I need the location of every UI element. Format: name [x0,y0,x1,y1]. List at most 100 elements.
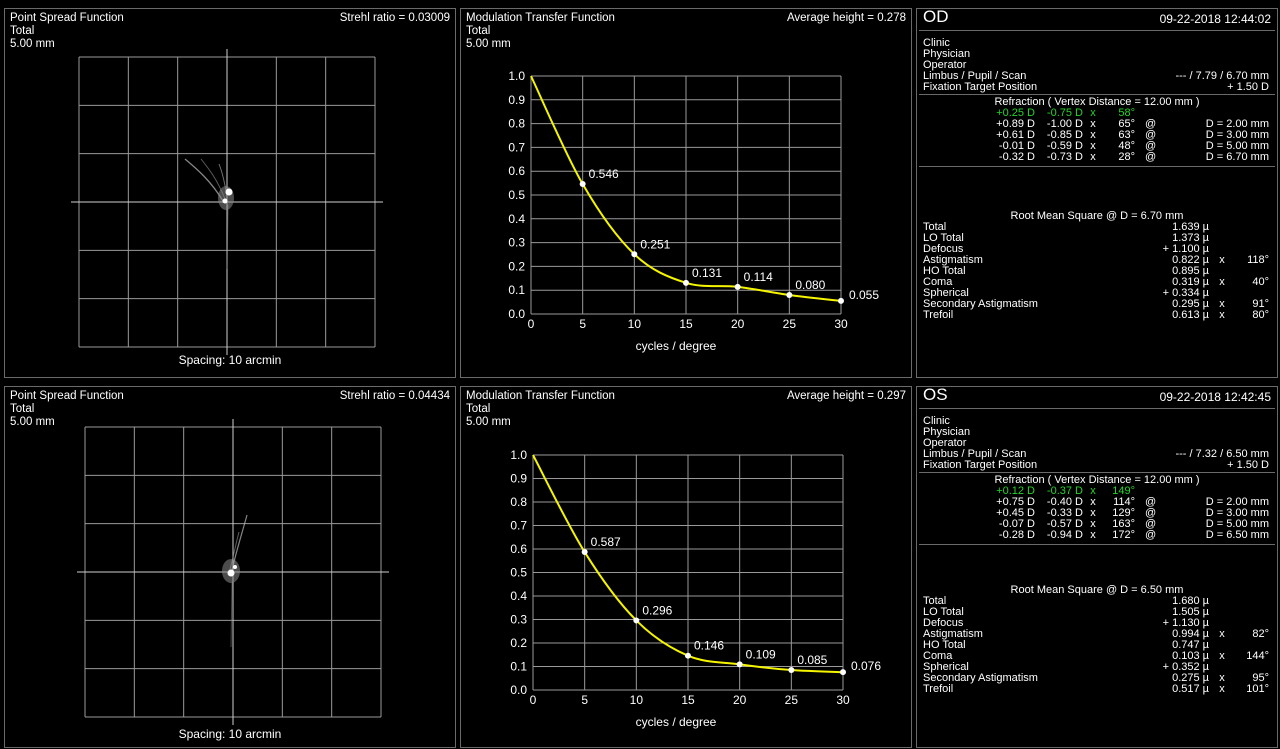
average-height: Average height = 0.278 [786,12,906,24]
eye-label: OS [923,386,948,404]
mtf-y-tick-label: 0.8 [508,117,525,131]
refraction-diameter: D = 3.00 mm [1205,129,1269,141]
refraction-cylinder: -0.73 D [1046,151,1083,163]
rms-x: x [1219,683,1225,695]
refraction-at: @ [1145,129,1157,141]
mtf-y-tick-label: 0.9 [510,472,527,486]
refraction-cylinder: -0.37 D [1046,485,1083,497]
psf-plot [71,49,383,355]
mtf-data-point [840,669,846,676]
mtf-data-label: 0.055 [849,288,879,302]
refraction-axis: 65° [1118,118,1135,130]
refraction-at: @ [1145,529,1157,541]
mtf-data-point [736,661,743,668]
rms-header: Root Mean Square @ D = 6.50 mm [1010,584,1184,596]
refraction-header: Refraction ( Vertex Distance = 12.00 mm … [994,474,1200,486]
refraction-axis: 163° [1112,518,1135,530]
mtf-x-tick-label: 20 [733,693,747,707]
refraction-axis: 149° [1112,485,1135,497]
mtf-data-label: 0.131 [692,266,722,280]
mtf-x-tick-label: 10 [630,693,644,707]
rms-value: 0.295 µ [1172,298,1209,310]
mtf-y-tick-label: 0.1 [508,283,525,297]
rms-value: + 0.352 µ [1162,661,1209,673]
refraction-x: x [1090,518,1096,530]
mtf-y-tick-label: 0.3 [508,236,525,250]
fixation-value: + 1.50 D [1227,81,1269,93]
mtf-data-label: 0.085 [797,653,827,667]
rms-axis: 80° [1252,309,1269,321]
refraction-diameter: D = 6.70 mm [1205,151,1269,163]
mtf-chart: 0 5 10 15 20 25 30 0.0 0.1 0.2 0.3 0.4 0.5 0.6 0.7 0.8 0… [508,69,879,331]
mtf-subtitle-diameter: 5.00 mm [466,416,511,428]
psf-subtitle-diameter: 5.00 mm [10,38,55,50]
mtf-x-axis-label: cycles / degree [635,339,717,353]
refraction-diameter: D = 5.00 mm [1205,518,1269,530]
refraction-axis: 63° [1118,129,1135,141]
mtf-x-tick-label: 15 [679,317,693,331]
refraction-at: @ [1145,496,1157,508]
mtf-x-tick-label: 30 [836,693,850,707]
exam-datetime: 09-22-2018 12:42:45 [1159,390,1271,404]
refraction-x: x [1090,151,1096,163]
mtf-y-tick-label: 0.8 [510,495,527,509]
mtf-data-point [788,667,795,674]
psf-plot [77,419,389,725]
refraction-sphere: +0.12 D [996,485,1035,497]
refraction-cylinder: -1.00 D [1046,118,1083,130]
mtf-y-tick-label: 1.0 [508,69,525,83]
mtf-data-point [734,283,741,290]
refraction-at: @ [1145,118,1157,130]
average-height: Average height = 0.297 [786,390,906,402]
eye-label: OD [923,8,949,26]
clinic-label: Clinic [923,415,950,427]
mtf-y-tick-label: 0.4 [508,212,525,226]
mtf-data-label: 0.146 [694,639,724,653]
mtf-title: Modulation Transfer Function [466,390,615,402]
psf-spacing-label: Spacing: 10 arcmin [178,727,282,741]
mtf-y-tick-label: 0.3 [510,613,527,627]
psf-spot [222,514,248,648]
refraction-axis: 129° [1112,507,1135,519]
rms-value: 0.103 µ [1172,650,1209,662]
mtf-y-tick-label: 0.5 [508,188,525,202]
clinic-label: Clinic [923,37,950,49]
refraction-x: x [1090,507,1096,519]
rms-x: x [1219,254,1225,266]
refraction-sphere: +0.25 D [996,107,1035,119]
mtf-data-label: 0.251 [640,237,670,251]
rms-label: Coma [923,650,953,662]
mtf-subtitle-diameter: 5.00 mm [466,38,511,50]
refraction-sphere: +0.89 D [996,118,1035,130]
mtf-y-tick-label: 0.6 [508,164,525,178]
rms-label: Trefoil [923,683,954,695]
operator-label: Operator [923,437,967,449]
rms-label: Astigmatism [923,628,983,640]
fixation-label: Fixation Target Position [923,81,1038,93]
operator-label: Operator [923,59,967,71]
mtf-subtitle-total: Total [466,403,491,415]
rms-x: x [1219,298,1225,310]
rms-value: 0.517 µ [1172,683,1209,695]
refraction-diameter: D = 2.00 mm [1205,496,1269,508]
refraction-sphere: -0.07 D [998,518,1035,530]
refraction-cylinder: -0.59 D [1046,140,1083,152]
od-psf-panel: Point Spread Function Total 5.00 mm Stre… [4,8,456,378]
os-psf-panel: Point Spread Function Total 5.00 mm Stre… [4,386,456,748]
refraction-diameter: D = 2.00 mm [1205,118,1269,130]
refraction-sphere: -0.28 D [998,529,1035,541]
mtf-data-label: 0.546 [589,167,619,181]
mtf-x-tick-label: 25 [783,317,797,331]
rms-x: x [1219,628,1225,640]
limbus-label: Limbus / Pupil / Scan [923,448,1027,460]
rms-axis: 40° [1252,276,1269,288]
mtf-y-tick-label: 0.5 [510,566,527,580]
refraction-sphere: +0.61 D [996,129,1035,141]
mtf-x-tick-label: 25 [785,693,799,707]
refraction-cylinder: -0.75 D [1046,107,1083,119]
os-mtf-panel: Modulation Transfer Function Total 5.00 … [460,386,912,748]
os-info-panel: OS 09-22-2018 12:42:45 Clinic Physician … [916,386,1278,748]
fixation-value: + 1.50 D [1227,459,1269,471]
rms-value: 0.275 µ [1172,672,1209,684]
psf-title: Point Spread Function [10,390,124,402]
